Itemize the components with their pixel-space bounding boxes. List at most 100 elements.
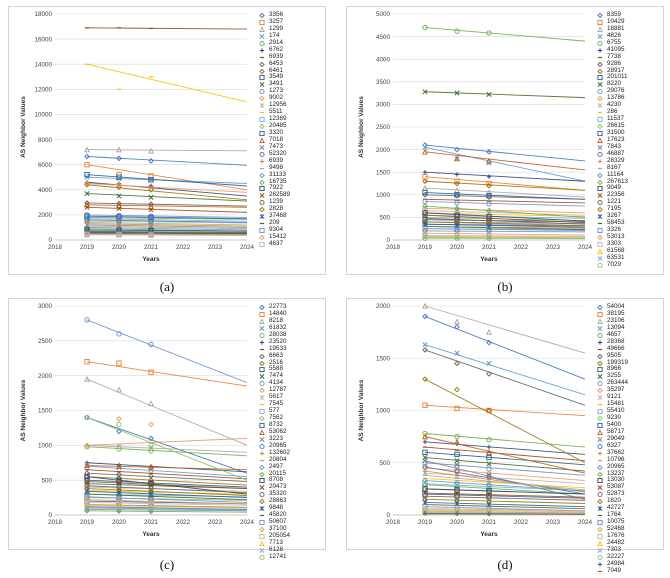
x-tick-label: 2020	[112, 519, 127, 526]
legend-marker	[259, 130, 265, 136]
legend-label: 37468	[269, 212, 287, 220]
x-axis-title: Years	[142, 256, 160, 263]
legend-symbol	[259, 415, 265, 422]
legend-symbol	[597, 415, 603, 422]
legend-item: 10796	[595, 456, 665, 464]
legend-symbol	[259, 325, 265, 331]
y-tick-label: 8000	[38, 137, 53, 144]
legend-label: 7018	[269, 135, 284, 143]
legend-marker	[259, 471, 265, 477]
legend-item: 37468	[257, 212, 327, 220]
legend-marker	[597, 96, 603, 102]
legend-label: 4657	[607, 330, 622, 338]
legend-symbol	[597, 515, 603, 517]
data-point	[116, 231, 122, 238]
legend-symbol	[259, 228, 265, 234]
data-point	[116, 386, 122, 393]
legend-item: 15481	[595, 400, 665, 408]
y-axis-title: AS Neighbor Values	[358, 96, 365, 158]
x-tick-label: 2024	[578, 519, 593, 526]
legend-item: 22773	[257, 303, 327, 311]
legend-item: 61568	[595, 247, 665, 255]
legend-label: 4826	[607, 31, 622, 39]
legend-item: 22356	[595, 191, 665, 199]
data-point	[486, 488, 492, 494]
data-point	[84, 483, 90, 489]
legend-label: 1239	[269, 198, 284, 206]
data-point	[116, 146, 122, 153]
legend-symbol	[259, 443, 265, 449]
data-point	[422, 480, 428, 487]
x-tick-label: 2018	[48, 244, 63, 251]
legend-item: 10075	[595, 518, 665, 526]
data-point	[454, 386, 460, 393]
legend-item: 2828	[257, 205, 327, 213]
legend-symbol	[259, 179, 265, 185]
legend-symbol	[597, 422, 603, 428]
data-point	[422, 24, 428, 31]
legend-marker	[259, 207, 265, 213]
trend-line	[424, 509, 586, 513]
trend-line	[424, 223, 586, 228]
data-point	[454, 180, 460, 187]
legend-marker	[597, 340, 603, 345]
trend-line	[424, 498, 586, 504]
legend-label: 9498	[269, 163, 284, 171]
data-point	[116, 181, 122, 188]
trend-line	[424, 214, 586, 224]
data-point	[148, 477, 154, 484]
legend-item: 6939	[257, 157, 327, 165]
data-point	[454, 192, 460, 199]
legend-label: 22227	[607, 552, 625, 560]
chart-panel-d: 0 500 1000 1500 2000 2018 2019 2020 2021 2022 2023…	[346, 298, 665, 574]
trend-line	[86, 504, 248, 509]
legend-symbol	[259, 223, 265, 225]
trend-line	[86, 417, 248, 481]
legend-marker	[597, 526, 603, 533]
series-4134	[84, 317, 248, 384]
legend-symbol	[597, 520, 603, 526]
legend-item: 19533	[257, 345, 327, 353]
legend-marker	[259, 436, 265, 442]
legend-label: 35297	[607, 386, 625, 394]
legend-label: 58453	[607, 219, 625, 227]
data-point	[454, 90, 460, 96]
legend-marker	[597, 367, 603, 373]
series-45820	[84, 493, 248, 501]
legend-symbol	[259, 159, 265, 164]
series-12787	[84, 416, 248, 449]
trend-line	[424, 176, 586, 191]
series-54004	[422, 313, 586, 380]
legend-symbol	[259, 311, 265, 317]
legend-symbol	[597, 223, 603, 225]
trend-line	[86, 63, 248, 103]
legend-label: 20115	[269, 469, 287, 477]
series-205054	[84, 499, 248, 507]
legend-marker	[597, 464, 603, 470]
data-point	[148, 435, 154, 442]
data-point	[422, 191, 428, 198]
x-tick-label: 2024	[240, 244, 255, 251]
y-tick-label: 12000	[34, 87, 52, 94]
data-point	[84, 474, 90, 480]
data-point	[84, 317, 90, 323]
legend-label: 6453	[269, 59, 284, 67]
legend-symbol	[597, 388, 603, 394]
trend-line	[424, 349, 586, 406]
legend-item: 9498	[257, 163, 327, 172]
legend-marker	[259, 415, 265, 422]
data-point	[84, 442, 90, 449]
legend-marker	[259, 429, 265, 435]
trend-line	[86, 469, 248, 480]
series-6128	[84, 504, 248, 512]
data-point	[84, 146, 90, 153]
legend-item: 4230	[595, 101, 665, 109]
trend-line	[86, 220, 248, 224]
series-53062	[84, 462, 248, 471]
legend-symbol	[597, 443, 603, 449]
legend-item: 9230	[595, 414, 665, 422]
y-tick-label: 1000	[376, 192, 391, 199]
data-point	[422, 302, 428, 309]
legend-symbol	[259, 540, 265, 546]
legend-label: 20473	[269, 483, 287, 491]
